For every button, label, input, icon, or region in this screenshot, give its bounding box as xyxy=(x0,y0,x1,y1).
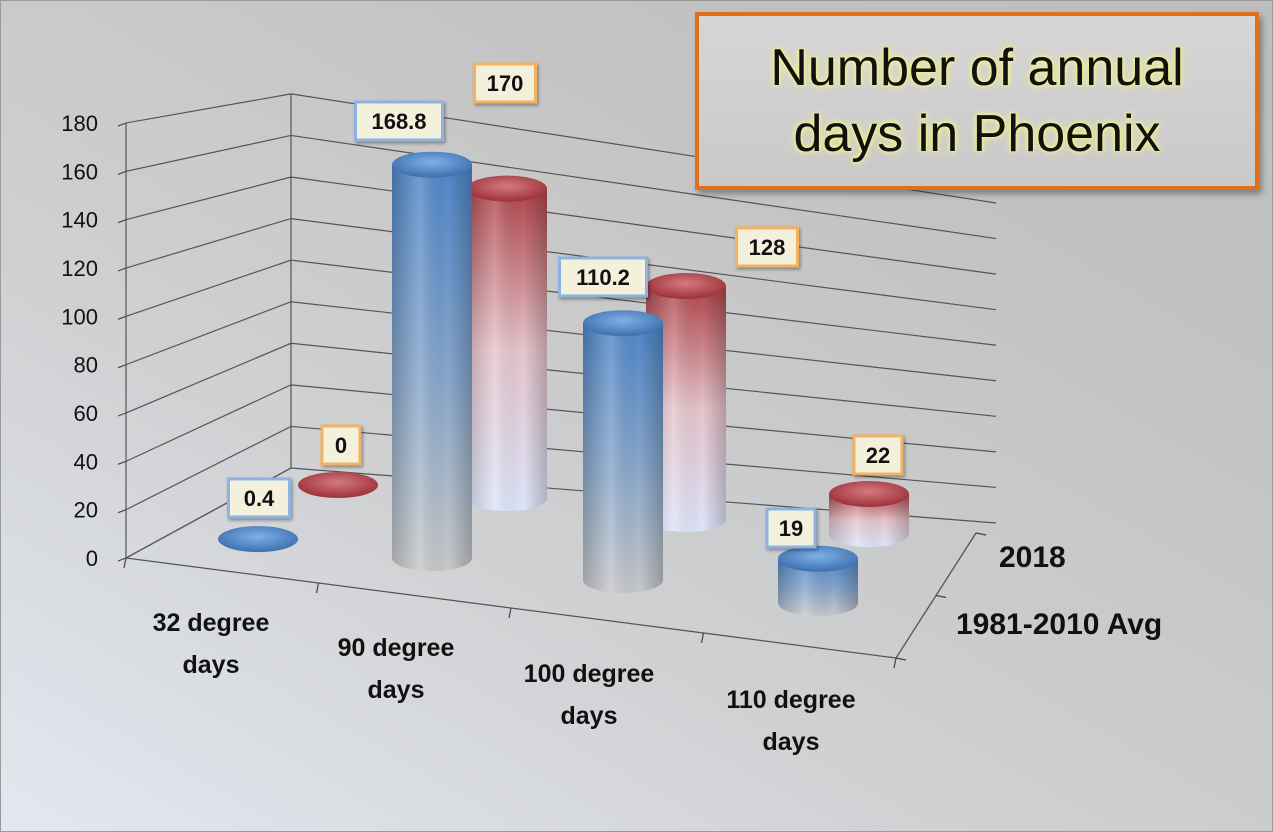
data-label: 22 xyxy=(866,443,890,468)
x-tick-mark xyxy=(700,632,705,644)
category-label: days xyxy=(763,728,820,756)
data-label: 170 xyxy=(487,71,524,96)
data-label-box xyxy=(558,256,648,298)
category-label: days xyxy=(183,651,240,679)
chart-title-box: Number of annual days in Phoenix xyxy=(695,12,1259,190)
y-tick-mark xyxy=(117,219,127,224)
bar-2018 xyxy=(467,175,547,511)
bar-2018 xyxy=(829,480,909,547)
data-label: 128 xyxy=(749,235,786,260)
cylinder-top xyxy=(298,472,378,498)
y-tick-mark xyxy=(117,364,127,369)
category-label: 90 degree xyxy=(338,634,455,662)
bar-avg xyxy=(392,151,472,572)
y-tick-mark xyxy=(117,122,127,127)
data-label-box xyxy=(735,226,799,268)
y-tick-mark xyxy=(117,315,127,320)
bars xyxy=(218,151,909,616)
cylinder-top xyxy=(646,273,726,300)
series-label: 2018 xyxy=(999,541,1066,574)
y-tick-mark xyxy=(117,412,127,417)
cylinder-shade xyxy=(829,493,909,547)
y-tick-mark xyxy=(117,170,127,175)
cylinder-top xyxy=(218,526,298,553)
bar-avg xyxy=(583,310,663,593)
x-tick-mark xyxy=(123,557,127,569)
data-label-box xyxy=(765,507,817,549)
bar-avg xyxy=(778,545,858,616)
category-label: 110 degree xyxy=(726,686,855,714)
category-label: 32 degree xyxy=(153,609,270,637)
category-label: 100 degree xyxy=(524,660,655,688)
data-label-box xyxy=(320,424,362,466)
depth-tick-mark xyxy=(935,594,947,599)
data-label-box xyxy=(473,62,537,104)
y-tick-label: 140 xyxy=(61,208,98,233)
data-label: 0 xyxy=(335,433,347,458)
bar-avg xyxy=(218,526,298,553)
gridline xyxy=(125,342,997,417)
data-label-box xyxy=(852,434,904,476)
x-tick-mark xyxy=(315,582,320,594)
cylinder-shade xyxy=(583,323,663,593)
bar-2018 xyxy=(646,273,726,532)
cylinder-shade xyxy=(392,164,472,572)
y-tick-label: 20 xyxy=(74,498,98,523)
cylinder-top xyxy=(829,480,909,507)
data-label: 19 xyxy=(779,516,803,541)
y-tick-mark xyxy=(117,509,127,514)
y-tick-label: 120 xyxy=(61,256,98,281)
x-tick-mark xyxy=(508,607,512,619)
cylinder-shade xyxy=(646,286,726,532)
y-tick-label: 40 xyxy=(74,449,98,474)
bar-2018 xyxy=(298,472,378,498)
gridline xyxy=(125,301,997,382)
category-label: days xyxy=(368,676,425,704)
chart-title: Number of annual days in Phoenix xyxy=(770,39,1184,163)
cylinder-top xyxy=(467,175,547,202)
text-labels: 0 20 40 60 80 100 120 140 160 180 32 degree days 90 … xyxy=(61,62,1162,756)
y-tick-label: 180 xyxy=(61,111,98,136)
cylinder-top xyxy=(392,151,472,178)
category-label: days xyxy=(561,702,618,730)
data-label-box xyxy=(227,477,291,519)
data-label-box xyxy=(354,100,444,142)
data-label: 168.8 xyxy=(371,109,426,134)
cylinder-top xyxy=(583,310,663,337)
cylinder-top xyxy=(778,545,858,572)
y-tick-mark xyxy=(117,267,127,272)
x-tick-mark xyxy=(893,657,897,669)
data-label: 0.4 xyxy=(244,486,275,511)
data-label: 110.2 xyxy=(576,265,630,290)
cylinder-shade xyxy=(467,188,547,511)
series-label: 1981-2010 Avg xyxy=(956,608,1162,641)
depth-tick-mark xyxy=(895,657,907,661)
y-tick-label: 0 xyxy=(86,546,98,571)
y-tick-label: 60 xyxy=(74,401,98,426)
y-tick-label: 160 xyxy=(61,159,98,184)
cylinder-shade xyxy=(778,558,858,616)
depth-tick-mark xyxy=(975,532,987,536)
y-tick-label: 100 xyxy=(61,304,98,329)
y-tick-mark xyxy=(117,557,127,562)
y-tick-mark xyxy=(117,460,127,465)
y-tick-label: 80 xyxy=(74,353,98,378)
